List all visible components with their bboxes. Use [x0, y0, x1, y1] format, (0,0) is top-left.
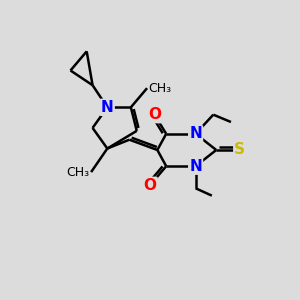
Text: O: O	[143, 178, 157, 193]
Text: CH₃: CH₃	[148, 82, 172, 95]
Text: N: N	[101, 100, 114, 115]
Text: N: N	[189, 126, 202, 141]
Text: N: N	[189, 159, 202, 174]
Text: CH₃: CH₃	[67, 166, 90, 178]
Text: S: S	[234, 142, 245, 158]
Text: O: O	[148, 107, 161, 122]
